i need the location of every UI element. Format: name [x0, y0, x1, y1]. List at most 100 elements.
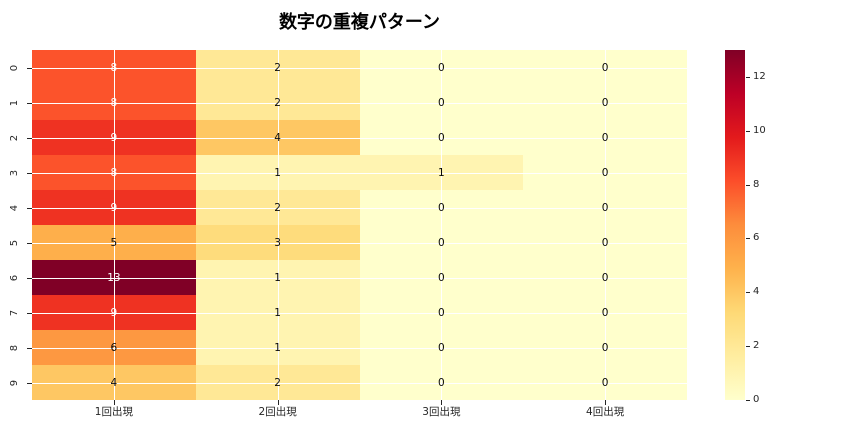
cell-annotation: 8: [110, 96, 118, 109]
cell-annotation: 1: [438, 166, 445, 179]
x-tick-label: 2回出現: [258, 406, 297, 418]
x-axis-tick: [277, 400, 279, 405]
x-axis-tick: [113, 400, 115, 405]
y-axis-tick: [27, 67, 32, 69]
cell-annotation: 9: [110, 201, 118, 214]
x-axis-tick: [441, 400, 443, 405]
y-axis-tick: [27, 172, 32, 174]
colorbar-tick: [746, 130, 750, 132]
cell-annotation: 0: [438, 306, 445, 319]
cell-annotation: 5: [110, 236, 118, 249]
y-axis-tick: [27, 277, 32, 279]
cell-annotation: 0: [601, 96, 609, 109]
gridline-vertical: [605, 50, 607, 400]
colorbar-tick: [746, 400, 750, 401]
cell-annotation: 1: [274, 166, 281, 179]
colorbar-tick-label: 2: [753, 340, 760, 352]
cell-annotation: 1: [274, 341, 281, 354]
gridline-vertical: [277, 50, 279, 400]
cell-annotation: 0: [601, 166, 609, 179]
cell-annotation: 13: [107, 271, 121, 284]
heatmap-plot-area: 8 2 0 0 8 2 0 0 9 4 0 0 8 1 1 0 9 2 0 0 5 3 0 0 13 1 0 0 9 1 0 0 6 1 0 0 4 2 0…: [32, 50, 687, 400]
gridline-horizontal: [32, 172, 687, 174]
cell-annotation: 1: [274, 271, 281, 284]
gridline-horizontal: [32, 137, 687, 139]
y-axis-tick: [27, 312, 32, 314]
y-axis-tick: [27, 242, 32, 244]
cell-annotation: 2: [274, 61, 281, 74]
colorbar-tick: [746, 76, 750, 78]
cell-annotation: 4: [110, 376, 118, 389]
gridline-horizontal: [32, 67, 687, 69]
chart-title: 数字の重複パターン: [278, 12, 441, 33]
x-tick-label: 4回出現: [586, 406, 625, 418]
y-tick-label: 6: [9, 274, 20, 281]
colorbar-tick: [746, 346, 750, 348]
cell-annotation: 0: [601, 236, 609, 249]
gridline-horizontal: [32, 382, 687, 384]
y-tick-label: 9: [9, 379, 20, 386]
y-tick-label: 4: [9, 204, 20, 211]
y-tick-label: 8: [9, 344, 20, 351]
cell-annotation: 0: [438, 96, 445, 109]
cell-annotation: 0: [601, 61, 609, 74]
cell-annotation: 0: [601, 271, 609, 284]
colorbar-tick-label: 8: [753, 178, 760, 190]
cell-annotation: 8: [110, 61, 118, 74]
cell-annotation: 2: [274, 96, 281, 109]
y-axis-tick: [27, 382, 32, 384]
colorbar: [725, 50, 745, 400]
y-tick-label: 1: [9, 99, 20, 106]
cell-annotation: 0: [438, 236, 445, 249]
cell-annotation: 1: [274, 306, 281, 319]
y-axis-tick: [27, 102, 32, 104]
gridline-horizontal: [32, 102, 687, 104]
cell-annotation: 4: [274, 131, 281, 144]
colorbar-tick-label: 10: [753, 124, 766, 136]
cell-annotation: 0: [601, 306, 609, 319]
gridline-horizontal: [32, 207, 687, 209]
cell-annotation: 0: [601, 201, 609, 214]
cell-annotation: 0: [438, 376, 445, 389]
y-tick-label: 2: [9, 134, 20, 141]
x-tick-label: 3回出現: [422, 406, 461, 418]
colorbar-tick-label: 6: [753, 232, 760, 244]
gridline-horizontal: [32, 242, 687, 244]
gridline-vertical: [441, 50, 443, 400]
x-tick-label: 1回出現: [94, 406, 133, 418]
cell-annotation: 0: [438, 341, 445, 354]
cell-annotation: 0: [601, 341, 609, 354]
cell-annotation: 8: [110, 166, 118, 179]
y-axis-tick: [27, 207, 32, 209]
colorbar-tick: [746, 184, 750, 186]
gridline-vertical: [113, 50, 115, 400]
y-tick-label: 0: [9, 64, 20, 71]
colorbar-tick-label: 0: [753, 394, 760, 405]
colorbar-tick: [746, 238, 750, 240]
cell-annotation: 6: [110, 341, 118, 354]
gridline-horizontal: [32, 347, 687, 349]
cell-annotation: 2: [274, 376, 281, 389]
x-axis-tick: [605, 400, 607, 405]
y-axis-tick: [27, 137, 32, 139]
cell-annotation: 9: [110, 131, 118, 144]
cell-annotation: 2: [274, 201, 281, 214]
cell-annotation: 0: [438, 271, 445, 284]
cell-annotation: 0: [438, 61, 445, 74]
cell-annotation: 0: [438, 131, 445, 144]
cell-annotation: 0: [601, 376, 609, 389]
y-axis-tick: [27, 347, 32, 349]
cell-annotation: 0: [601, 131, 609, 144]
cell-annotation: 3: [274, 236, 281, 249]
y-tick-label: 7: [9, 309, 20, 316]
colorbar-tick-label: 4: [753, 286, 760, 298]
gridline-horizontal: [32, 312, 687, 314]
y-tick-label: 3: [9, 169, 20, 176]
cell-annotation: 9: [110, 306, 118, 319]
colorbar-tick-label: 12: [753, 70, 766, 82]
cell-annotation: 0: [438, 201, 445, 214]
gridline-horizontal: [32, 277, 687, 279]
colorbar-tick: [746, 292, 750, 294]
y-tick-label: 5: [9, 239, 20, 246]
